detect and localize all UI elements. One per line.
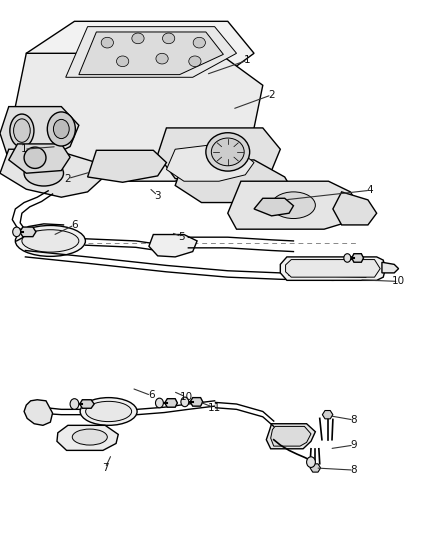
Polygon shape <box>333 192 377 225</box>
Ellipse shape <box>10 114 34 147</box>
Text: 6: 6 <box>71 220 78 230</box>
Ellipse shape <box>211 138 244 166</box>
Circle shape <box>307 457 315 467</box>
Text: 8: 8 <box>350 465 357 475</box>
Circle shape <box>53 119 69 139</box>
Polygon shape <box>271 426 311 446</box>
Text: 11: 11 <box>208 403 221 413</box>
Text: 2: 2 <box>268 90 275 100</box>
Circle shape <box>344 254 351 262</box>
Polygon shape <box>166 145 254 181</box>
Text: 2: 2 <box>64 174 71 183</box>
Text: 1: 1 <box>21 144 28 154</box>
Polygon shape <box>165 399 177 407</box>
Circle shape <box>47 112 75 146</box>
Ellipse shape <box>72 429 107 445</box>
Ellipse shape <box>117 56 129 67</box>
Ellipse shape <box>189 56 201 67</box>
Text: 4: 4 <box>367 185 374 195</box>
Polygon shape <box>266 424 315 449</box>
Ellipse shape <box>24 160 64 186</box>
Polygon shape <box>382 262 399 273</box>
Polygon shape <box>24 400 53 425</box>
Ellipse shape <box>24 147 46 168</box>
Polygon shape <box>0 149 105 197</box>
Polygon shape <box>310 464 321 472</box>
Polygon shape <box>66 27 237 77</box>
Text: 5: 5 <box>178 232 185 241</box>
Ellipse shape <box>132 33 144 44</box>
Ellipse shape <box>206 133 250 171</box>
Circle shape <box>155 398 163 408</box>
Text: 7: 7 <box>102 463 109 473</box>
Ellipse shape <box>15 225 85 256</box>
Polygon shape <box>286 260 380 277</box>
Polygon shape <box>79 32 223 75</box>
Ellipse shape <box>272 192 315 219</box>
Text: 3: 3 <box>154 191 161 200</box>
Ellipse shape <box>22 230 79 252</box>
Polygon shape <box>80 400 94 408</box>
Polygon shape <box>20 227 36 237</box>
Ellipse shape <box>193 37 205 48</box>
Text: 10: 10 <box>180 392 193 402</box>
Circle shape <box>13 227 21 237</box>
Polygon shape <box>57 425 118 450</box>
Circle shape <box>70 399 79 409</box>
Ellipse shape <box>162 33 175 44</box>
Polygon shape <box>9 144 70 173</box>
Ellipse shape <box>14 119 30 142</box>
Polygon shape <box>26 21 254 85</box>
Polygon shape <box>149 235 197 257</box>
Ellipse shape <box>156 53 168 64</box>
Text: 8: 8 <box>350 415 357 425</box>
Ellipse shape <box>85 401 131 422</box>
Circle shape <box>181 397 189 407</box>
Polygon shape <box>322 410 333 419</box>
Polygon shape <box>0 107 79 160</box>
Polygon shape <box>13 53 263 181</box>
Text: 9: 9 <box>350 440 357 450</box>
Text: 6: 6 <box>148 391 155 400</box>
Polygon shape <box>280 257 385 280</box>
Polygon shape <box>254 198 293 216</box>
Polygon shape <box>88 150 166 182</box>
Ellipse shape <box>101 37 113 48</box>
Polygon shape <box>158 128 280 181</box>
Ellipse shape <box>80 398 137 425</box>
Polygon shape <box>228 181 359 229</box>
Polygon shape <box>352 254 364 262</box>
Polygon shape <box>190 398 203 406</box>
Text: 1: 1 <box>244 55 251 65</box>
Text: 10: 10 <box>392 277 405 286</box>
Polygon shape <box>175 160 293 203</box>
